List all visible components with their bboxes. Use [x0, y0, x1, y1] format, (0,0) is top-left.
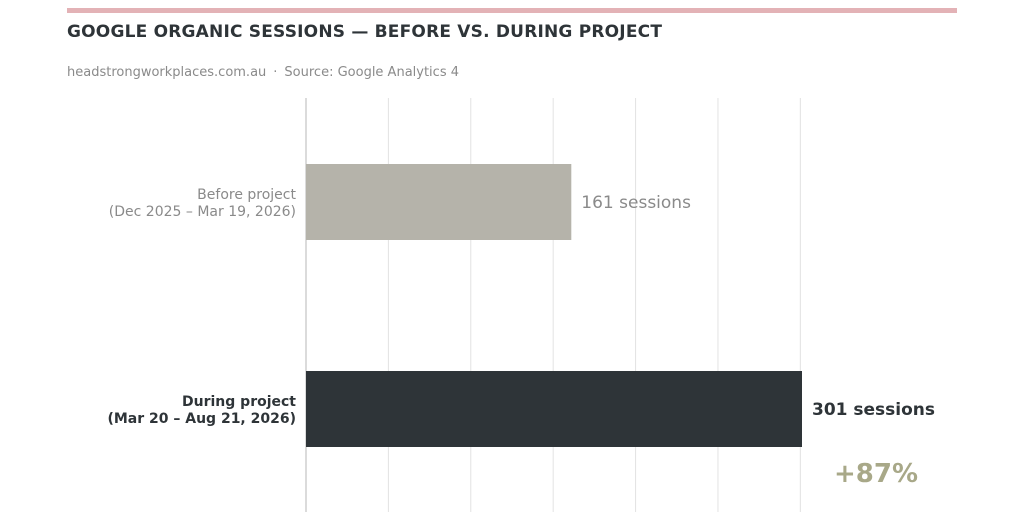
accent-rule [67, 8, 957, 13]
chart-subtitle: headstrongworkplaces.com.au · Source: Goog… [67, 65, 459, 80]
category-label: (Dec 2025 – Mar 19, 2026) [109, 204, 296, 220]
site-name: headstrongworkplaces.com.au [67, 65, 267, 80]
data-label: 161 sessions [581, 193, 691, 213]
bar [306, 371, 802, 447]
chart-title: GOOGLE ORGANIC SESSIONS — BEFORE VS. DUR… [67, 22, 663, 42]
bar [306, 164, 572, 240]
source-note: Source: Google Analytics 4 [284, 65, 459, 80]
category-label: Before project [197, 187, 296, 203]
category-label: (Mar 20 – Aug 21, 2026) [107, 411, 296, 427]
data-label: 301 sessions [812, 400, 935, 420]
growth-annotation: +87% [834, 459, 918, 489]
category-label: During project [182, 394, 296, 410]
subtitle-separator: · [273, 65, 278, 80]
